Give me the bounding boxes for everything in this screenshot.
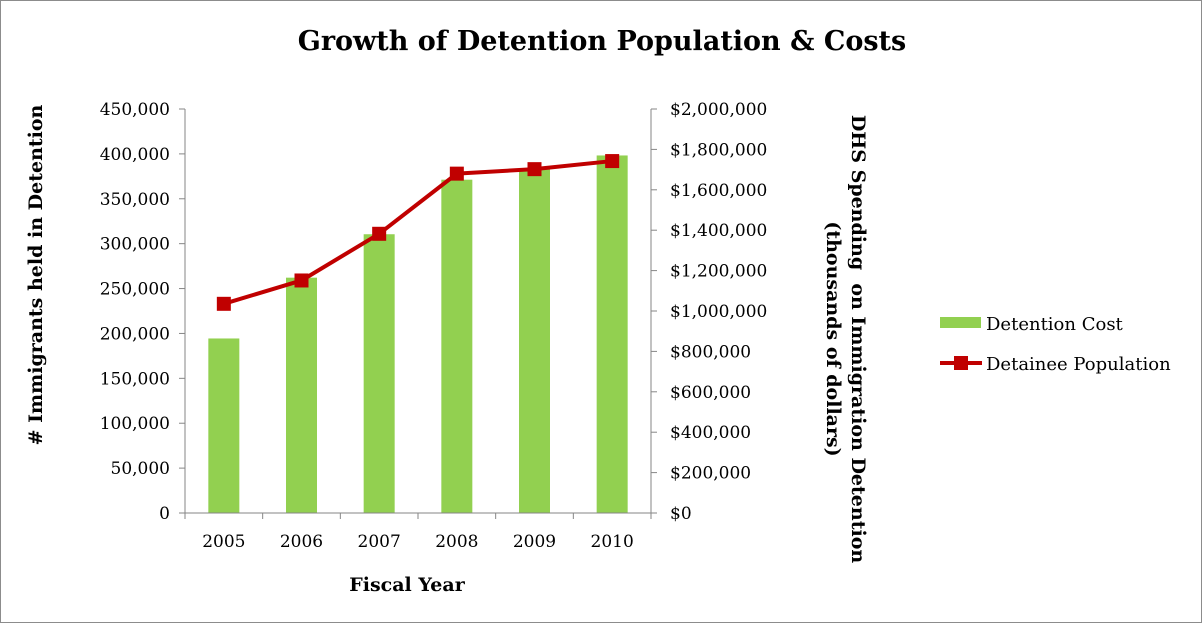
y-right-tick-label: $600,000: [670, 383, 751, 403]
bar-detention-cost-2008: [441, 179, 473, 513]
y-left-tick-label: 100,000: [100, 414, 170, 434]
x-tick-label-2006: 2006: [280, 532, 323, 552]
legend-marker-detainee-population: [954, 356, 968, 370]
axes-layer: [179, 108, 657, 519]
ticks-layer: 0 50,000 100,000 150,000 200,000 250,000 300,0…: [100, 100, 768, 552]
y-axis-right-title-line-2: (thousands of dollars): [822, 221, 844, 456]
y-left-tick-label: 250,000: [100, 280, 170, 300]
y-right-tick-label: $800,000: [670, 342, 751, 362]
y-left-tick-label: 350,000: [100, 190, 170, 210]
y-right-tick-label: $200,000: [670, 464, 751, 484]
y-right-tick-label: $2,000,000: [670, 100, 767, 120]
y-left-tick-label: 400,000: [100, 145, 170, 165]
y-left-tick-label: 50,000: [111, 459, 170, 479]
point-detainee-population-2008: [449, 166, 464, 181]
point-detainee-population-2007: [372, 226, 387, 241]
bar-detention-cost-2005: [208, 338, 240, 513]
x-tick-label-2008: 2008: [435, 532, 478, 552]
y-left-tick-label: 450,000: [100, 100, 170, 120]
legend: Detention Cost Detainee Population: [940, 314, 1171, 375]
point-detainee-population-2005: [216, 296, 231, 311]
y-right-tick-label: $1,000,000: [670, 302, 767, 322]
y-right-tick-label: $1,200,000: [670, 262, 767, 282]
x-tick-label-2005: 2005: [202, 532, 245, 552]
bar-detention-cost-2007: [363, 234, 395, 514]
line-layer: [216, 154, 620, 311]
y-right-tick-label: $400,000: [670, 423, 751, 443]
x-tick-label-2007: 2007: [358, 532, 401, 552]
x-tick-label-2010: 2010: [591, 532, 634, 552]
y-left-tick-label: 0: [159, 504, 170, 524]
point-detainee-population-2009: [527, 162, 542, 177]
chart-title: Growth of Detention Population & Costs: [298, 26, 906, 57]
point-detainee-population-2010: [605, 154, 620, 169]
x-axis-title: Fiscal Year: [349, 574, 465, 596]
legend-label-detention-cost: Detention Cost: [986, 314, 1124, 335]
legend-label-detainee-population: Detainee Population: [986, 354, 1171, 375]
x-tick-label-2009: 2009: [513, 532, 556, 552]
bar-detention-cost-2010: [596, 155, 628, 513]
y-axis-right-title-line-1: DHS Spending on Immigration Detention: [847, 115, 869, 564]
y-right-tick-label: $1,800,000: [670, 140, 767, 160]
bar-detention-cost-2009: [519, 168, 550, 513]
bar-detention-cost-2006: [286, 277, 317, 513]
y-right-tick-label: $1,400,000: [670, 221, 767, 241]
bars-layer: [208, 155, 628, 514]
y-left-tick-label: 300,000: [100, 235, 170, 255]
y-right-tick-label: $0: [670, 504, 692, 524]
y-left-tick-label: 200,000: [100, 324, 170, 344]
y-right-tick-label: $1,600,000: [670, 181, 767, 201]
y-left-tick-label: 150,000: [100, 369, 170, 389]
point-detainee-population-2006: [294, 273, 309, 288]
line-detainee-population: [223, 159, 613, 306]
y-axis-left-title: # Immigrants held in Detention: [25, 104, 47, 445]
legend-swatch-detention-cost: [940, 317, 981, 328]
